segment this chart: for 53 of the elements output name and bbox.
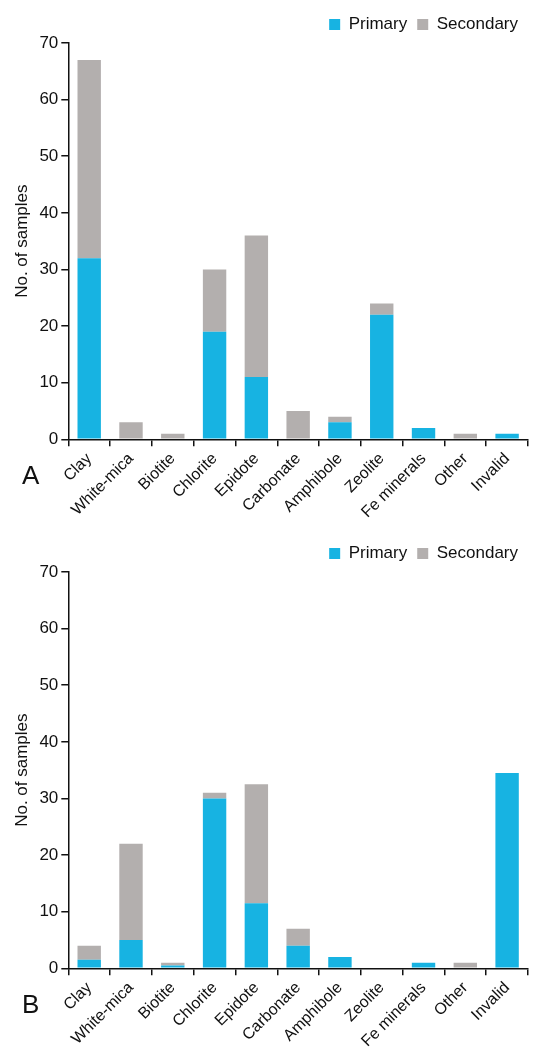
bar bbox=[202, 269, 227, 332]
y-tick-label: 50 bbox=[39, 674, 59, 694]
bar bbox=[453, 962, 478, 968]
y-tick-label: 60 bbox=[39, 89, 59, 109]
bar bbox=[202, 331, 227, 439]
legend-label: Secondary bbox=[436, 14, 519, 34]
y-tick-label: 40 bbox=[39, 202, 59, 222]
bar bbox=[119, 422, 143, 439]
bar bbox=[328, 957, 352, 968]
y-axis-title: No. of samples bbox=[11, 713, 31, 827]
bar bbox=[495, 433, 519, 439]
bar bbox=[286, 411, 310, 439]
bar bbox=[77, 258, 101, 439]
bar bbox=[453, 433, 478, 439]
bar bbox=[244, 903, 269, 968]
y-tick-label: 70 bbox=[39, 561, 59, 581]
y-tick-label: 60 bbox=[39, 618, 59, 638]
y-tick-label: 70 bbox=[39, 32, 59, 52]
bar bbox=[244, 784, 269, 904]
y-tick-label: 20 bbox=[39, 315, 59, 335]
bar bbox=[119, 843, 143, 941]
bar bbox=[495, 772, 519, 968]
y-axis-title: No. of samples bbox=[11, 184, 31, 298]
bar bbox=[202, 798, 227, 968]
y-tick-label: 0 bbox=[48, 429, 59, 449]
bar bbox=[77, 945, 101, 960]
bar bbox=[119, 940, 143, 968]
y-tick-label: 10 bbox=[39, 901, 59, 921]
bar bbox=[370, 303, 394, 315]
y-tick-label: 50 bbox=[39, 145, 59, 165]
bar bbox=[244, 377, 269, 439]
bar bbox=[244, 235, 269, 378]
text: B bbox=[22, 989, 40, 1020]
bar bbox=[77, 59, 101, 259]
legend-label: Secondary bbox=[436, 543, 519, 563]
bar bbox=[411, 962, 436, 968]
y-tick-label: 30 bbox=[39, 259, 59, 279]
legend-label: Primary bbox=[348, 543, 408, 563]
y-tick-label: 30 bbox=[39, 788, 59, 808]
bar bbox=[286, 928, 310, 946]
bar bbox=[370, 314, 394, 439]
bar bbox=[77, 959, 101, 968]
text: A bbox=[22, 460, 40, 491]
bar bbox=[411, 428, 436, 439]
y-tick-label: 10 bbox=[39, 372, 59, 392]
bar bbox=[161, 433, 185, 439]
bar bbox=[328, 416, 352, 423]
legend-label: Primary bbox=[348, 14, 408, 34]
bar bbox=[328, 422, 352, 439]
bar bbox=[286, 945, 310, 968]
y-tick-label: 0 bbox=[48, 958, 59, 978]
y-tick-label: 40 bbox=[39, 731, 59, 751]
y-tick-label: 20 bbox=[39, 844, 59, 864]
